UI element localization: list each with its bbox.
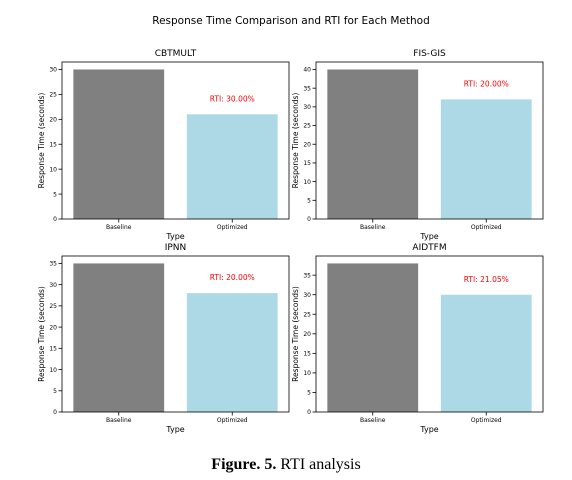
x-tick-label: Optimized — [471, 417, 502, 424]
y-tick-label: 10 — [303, 179, 311, 186]
y-tick-label: 10 — [303, 370, 311, 377]
y-tick-label: 15 — [303, 160, 311, 167]
y-tick-label: 5 — [307, 390, 311, 397]
x-tick-label: Optimized — [217, 417, 248, 424]
y-tick-label: 15 — [49, 346, 57, 353]
y-tick-label: 35 — [303, 85, 311, 92]
figure-canvas: Response Time Comparison and RTI for Eac… — [37, 15, 544, 434]
bar-optimized — [186, 114, 278, 219]
rti-annotation: RTI: 20.00% — [210, 273, 255, 282]
x-tick-label: Baseline — [360, 224, 386, 231]
y-tick-label: 25 — [49, 303, 57, 310]
y-axis-label: Response Time (seconds) — [37, 93, 46, 189]
bar-baseline — [73, 263, 165, 412]
y-tick-label: 5 — [53, 388, 57, 395]
y-tick-label: 25 — [303, 123, 311, 130]
y-tick-label: 25 — [49, 92, 57, 99]
figure-caption-label: Figure. 5. — [211, 456, 277, 473]
x-tick-label: Baseline — [360, 417, 386, 424]
bar-optimized — [186, 293, 278, 412]
x-axis-label: Type — [165, 232, 184, 241]
y-tick-label: 25 — [303, 311, 311, 318]
x-tick-label: Baseline — [106, 224, 132, 231]
subplot-title: FIS-GIS — [413, 49, 446, 59]
y-tick-label: 20 — [303, 141, 311, 148]
subplot-cbtmult: CBTMULT Baseline Optimized RTI: 30.00% 0 5 10 1… — [37, 49, 290, 241]
bar-baseline — [73, 69, 165, 219]
y-tick-label: 30 — [303, 104, 311, 111]
y-tick-label: 40 — [303, 67, 311, 74]
subplot-title: IPNN — [165, 243, 187, 253]
y-tick-label: 30 — [49, 67, 57, 74]
y-axis-label: Response Time (seconds) — [37, 286, 46, 382]
y-tick-label: 20 — [49, 117, 57, 124]
rti-annotation: RTI: 20.00% — [464, 79, 509, 88]
x-axis-label: Type — [419, 232, 438, 241]
figure-caption: Figure. 5. RTI analysis — [0, 456, 572, 474]
subplot-grid: CBTMULT Baseline Optimized RTI: 30.00% 0 5 10 1… — [37, 49, 544, 434]
y-tick-label: 5 — [53, 191, 57, 198]
y-axis-label: Response Time (seconds) — [291, 93, 300, 189]
figure-caption-text: RTI analysis — [276, 456, 361, 473]
y-tick-label: 35 — [49, 261, 57, 268]
x-tick-label: Optimized — [217, 224, 248, 231]
x-axis-label: Type — [165, 425, 184, 434]
y-tick-label: 30 — [49, 282, 57, 289]
axes-frame — [315, 61, 544, 220]
x-tick-label: Optimized — [471, 224, 502, 231]
axes-frame — [61, 61, 290, 220]
subplot-title: AIDTFM — [412, 243, 446, 253]
figure-suptitle: Response Time Comparison and RTI for Eac… — [152, 15, 429, 27]
x-tick-label: Baseline — [106, 417, 132, 424]
bar-baseline — [327, 69, 419, 219]
y-tick-label: 0 — [53, 409, 57, 416]
y-tick-label: 10 — [49, 166, 57, 173]
y-axis-label: Response Time (seconds) — [291, 286, 300, 382]
bar-optimized — [440, 294, 532, 412]
subplot-aidtfm: AIDTFM Baseline Optimized RTI: 21.05% 0 5 10 15… — [291, 243, 544, 434]
bar-optimized — [440, 99, 532, 219]
y-tick-label: 35 — [303, 272, 311, 279]
subplot-ipnn: IPNN Baseline Optimized RTI: 20.00% 0 5 10 15 20… — [37, 243, 290, 434]
y-tick-label: 15 — [49, 141, 57, 148]
x-axis-label: Type — [419, 425, 438, 434]
subplot-title: CBTMULT — [155, 49, 197, 59]
y-tick-label: 0 — [53, 216, 57, 223]
y-tick-label: 30 — [303, 292, 311, 299]
rti-annotation: RTI: 30.00% — [210, 94, 255, 103]
y-tick-label: 5 — [307, 198, 311, 205]
subplot-fis-gis: FIS-GIS Baseline Optimized RTI: 20.00% 0 5 10 1… — [291, 49, 544, 241]
y-tick-label: 15 — [303, 351, 311, 358]
y-tick-label: 10 — [49, 367, 57, 374]
y-tick-label: 0 — [307, 409, 311, 416]
y-tick-label: 20 — [49, 324, 57, 331]
rti-annotation: RTI: 21.05% — [464, 275, 509, 284]
y-tick-label: 0 — [307, 216, 311, 223]
bar-baseline — [327, 263, 419, 412]
axes-frame — [315, 255, 544, 413]
axes-frame — [61, 255, 290, 413]
y-tick-label: 20 — [303, 331, 311, 338]
